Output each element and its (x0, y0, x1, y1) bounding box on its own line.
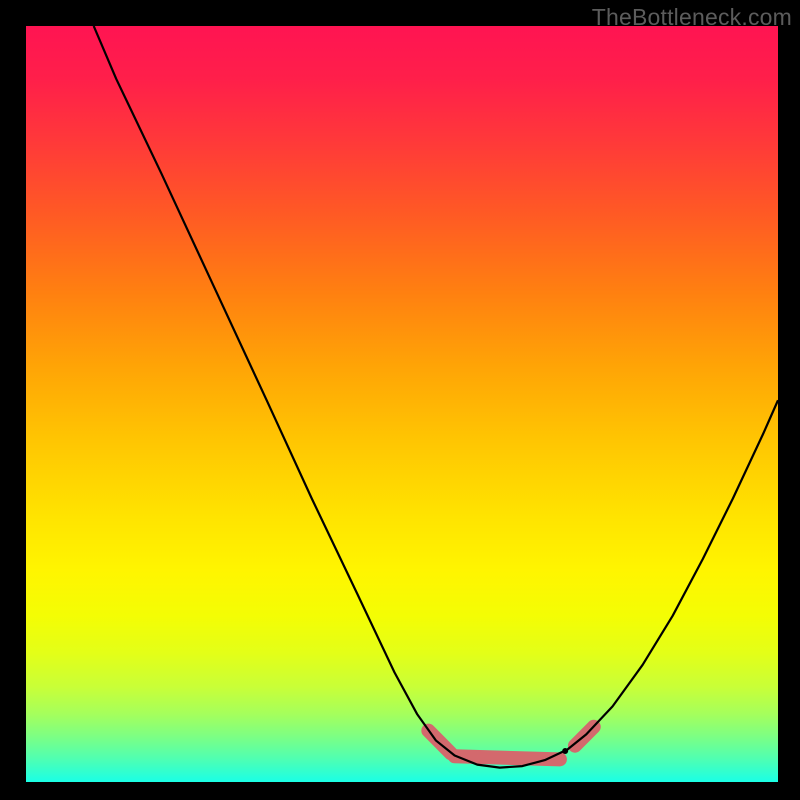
plot-area (26, 26, 778, 782)
chart-svg (26, 26, 778, 782)
chart-container: TheBottleneck.com (0, 0, 800, 800)
marker-dot (562, 748, 568, 754)
heatmap-background (26, 26, 778, 782)
